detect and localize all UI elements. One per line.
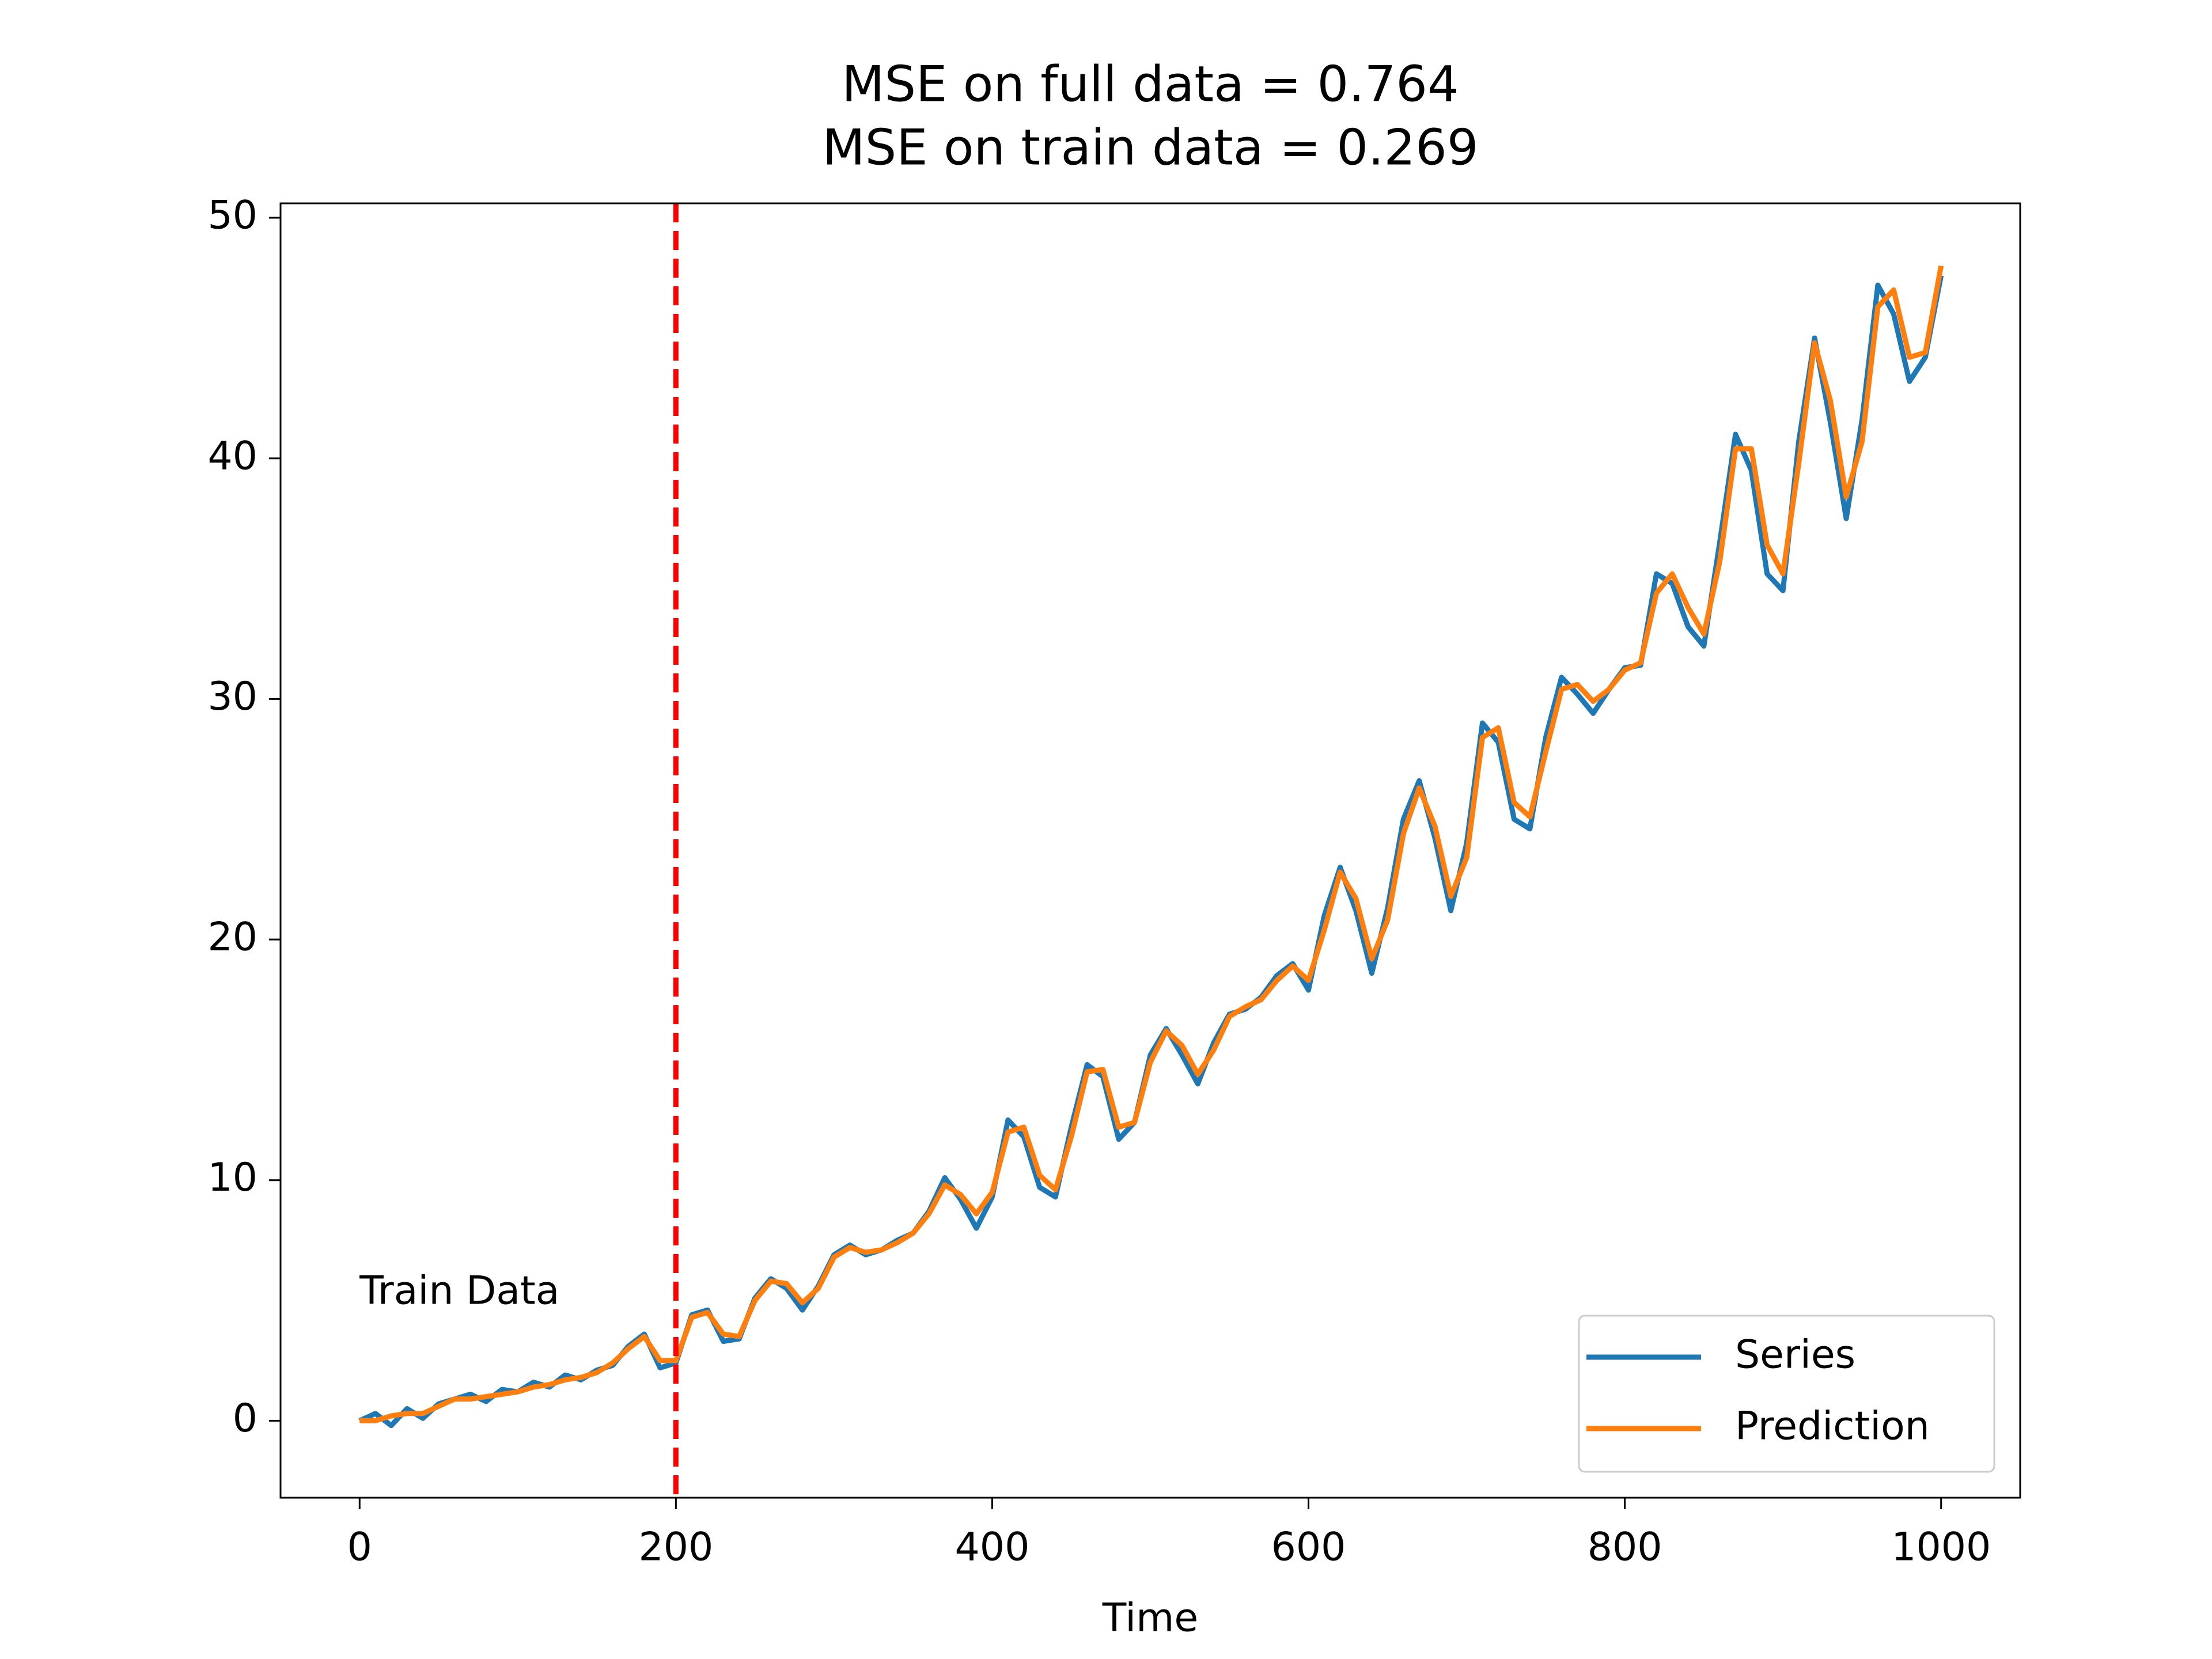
chart-title: MSE on full data = 0.764 — [842, 55, 1459, 113]
x-tick-label: 200 — [638, 1525, 713, 1570]
y-tick-label: 40 — [207, 433, 257, 479]
y-tick-label: 30 — [207, 674, 257, 719]
y-tick-label: 10 — [207, 1155, 257, 1200]
y-tick-label: 20 — [207, 915, 257, 960]
chart-subtitle: MSE on train data = 0.269 — [822, 119, 1478, 176]
x-tick-label: 0 — [347, 1525, 372, 1570]
x-tick-label: 800 — [1588, 1525, 1662, 1570]
y-tick-label: 50 — [207, 193, 257, 238]
x-axis-label: Time — [1102, 1596, 1198, 1641]
axes-frame — [279, 202, 2021, 1499]
x-tick-label: 600 — [1271, 1525, 1346, 1570]
x-tick-label: 400 — [955, 1525, 1030, 1570]
x-tick-label: 1000 — [1891, 1525, 1991, 1570]
legend-label: Prediction — [1735, 1404, 1930, 1449]
legend-label: Series — [1735, 1332, 1855, 1378]
y-tick-label: 0 — [233, 1396, 257, 1441]
series-line — [359, 265, 1944, 1423]
annotation: Train Data — [359, 1268, 559, 1314]
